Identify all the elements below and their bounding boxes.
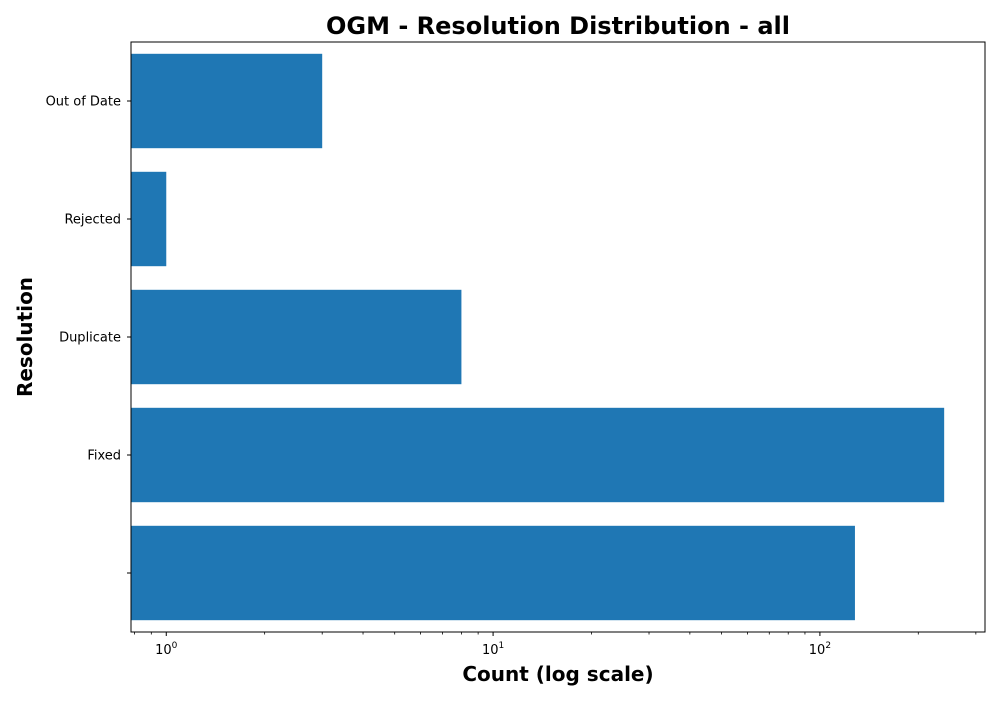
y-tick-label-3: Rejected (64, 213, 121, 228)
x-axis-label: Count (log scale) (462, 662, 653, 686)
y-tick-label-4: Out of Date (46, 95, 121, 110)
bar-4 (131, 53, 323, 149)
bar-1 (131, 407, 945, 503)
bars-layer (131, 53, 945, 621)
axes-layer: Fixed Duplicate Rejected Out of Date 100 101 1… (46, 95, 977, 658)
bar-3 (131, 171, 167, 267)
plot-frame (130, 41, 986, 633)
bar-0 (131, 525, 855, 621)
bar-2 (131, 289, 462, 385)
chart-title: OGM - Resolution Distribution - all (326, 12, 790, 40)
y-axis-label: Resolution (13, 277, 37, 397)
x-tick-label-1: 101 (482, 641, 504, 658)
y-tick-label-1: Fixed (87, 449, 121, 464)
y-tick-label-2: Duplicate (59, 331, 121, 346)
x-tick-label-0: 100 (155, 641, 178, 658)
x-tick-label-2: 102 (809, 641, 831, 658)
